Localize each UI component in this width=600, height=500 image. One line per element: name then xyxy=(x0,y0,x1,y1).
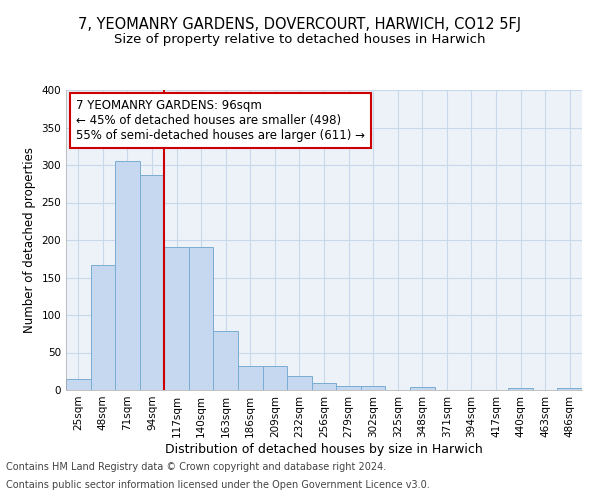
Text: 7, YEOMANRY GARDENS, DOVERCOURT, HARWICH, CO12 5FJ: 7, YEOMANRY GARDENS, DOVERCOURT, HARWICH… xyxy=(79,18,521,32)
Bar xyxy=(115,160,140,390)
Text: 7 YEOMANRY GARDENS: 96sqm
← 45% of detached houses are smaller (498)
55% of semi: 7 YEOMANRY GARDENS: 96sqm ← 45% of detac… xyxy=(76,99,365,142)
Y-axis label: Number of detached properties: Number of detached properties xyxy=(23,147,36,333)
Text: Size of property relative to detached houses in Harwich: Size of property relative to detached ho… xyxy=(114,32,486,46)
Text: Contains public sector information licensed under the Open Government Licence v3: Contains public sector information licen… xyxy=(6,480,430,490)
Text: Contains HM Land Registry data © Crown copyright and database right 2024.: Contains HM Land Registry data © Crown c… xyxy=(6,462,386,472)
Bar xyxy=(361,386,385,390)
Bar xyxy=(214,331,238,390)
Bar xyxy=(140,175,164,390)
Bar xyxy=(238,366,263,390)
Bar xyxy=(410,387,434,390)
Bar xyxy=(287,376,312,390)
Bar xyxy=(189,246,214,390)
Bar xyxy=(164,246,189,390)
Bar xyxy=(66,379,91,390)
Bar xyxy=(557,388,582,390)
Bar xyxy=(263,366,287,390)
Bar xyxy=(91,265,115,390)
Bar xyxy=(336,386,361,390)
Bar xyxy=(312,382,336,390)
X-axis label: Distribution of detached houses by size in Harwich: Distribution of detached houses by size … xyxy=(165,442,483,456)
Bar xyxy=(508,388,533,390)
